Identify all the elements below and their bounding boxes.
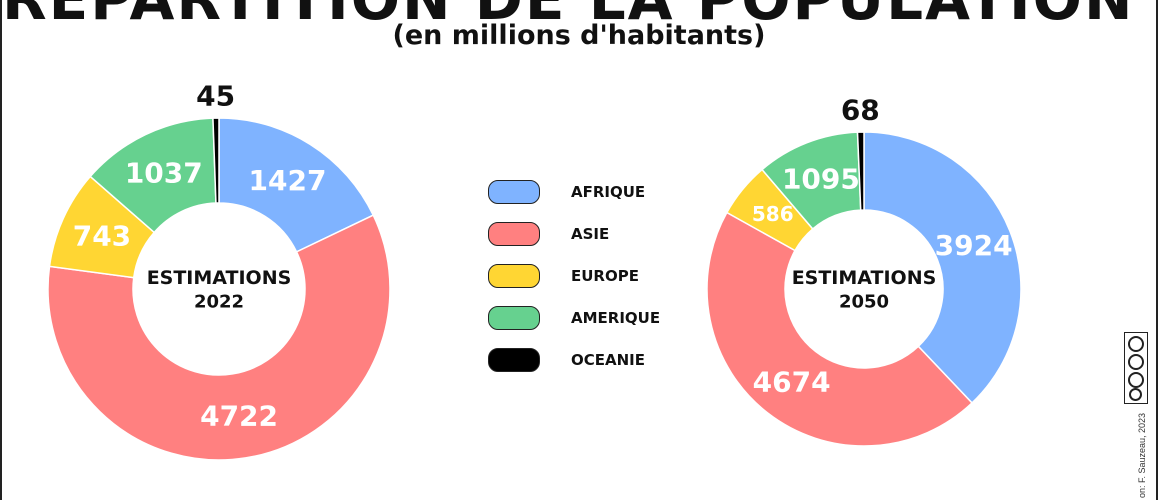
center-label-line-1: ESTIMATIONS	[147, 267, 292, 289]
legend: AFRIQUE ASIE EUROPE AMERIQUE OCEANIE	[488, 180, 678, 390]
cc-icon	[1128, 336, 1144, 352]
legend-swatch-amerique	[488, 306, 540, 330]
credit-text: on: F. Sauzeau, 2023	[1137, 412, 1147, 498]
sa-icon	[1129, 388, 1142, 401]
value-label-europe: 743	[73, 219, 131, 252]
value-label-asie: 4722	[200, 399, 278, 432]
page-subtitle: (en millions d'habitants)	[392, 20, 766, 51]
slice-afrique	[863, 131, 1022, 404]
nc-icon	[1128, 372, 1144, 388]
center-label-line-2: 2050	[839, 292, 889, 313]
legend-swatch-asie	[488, 222, 540, 246]
slice-asie	[706, 211, 974, 447]
legend-item-oceanie: OCEANIE	[488, 348, 678, 390]
legend-swatch-afrique	[488, 180, 540, 204]
legend-swatch-oceanie	[488, 348, 540, 372]
slice-afrique	[218, 117, 375, 253]
by-icon	[1128, 354, 1144, 370]
value-label-amerique: 1037	[125, 156, 203, 189]
value-label-amerique: 1095	[782, 163, 860, 196]
slice-oceanie	[856, 131, 865, 211]
legend-label-asie: ASIE	[571, 225, 610, 243]
legend-label-europe: EUROPE	[571, 267, 639, 285]
legend-label-amerique: AMERIQUE	[571, 309, 661, 327]
creative-commons-license-icon	[1124, 332, 1148, 404]
value-label-oceanie: 45	[196, 80, 235, 113]
legend-item-asie: ASIE	[488, 222, 678, 264]
value-label-europe: 586	[752, 202, 794, 226]
legend-swatch-europe	[488, 264, 540, 288]
value-label-afrique: 3924	[935, 229, 1013, 262]
legend-item-afrique: AFRIQUE	[488, 180, 678, 222]
value-label-asie: 4674	[753, 366, 831, 399]
slice-asie	[47, 214, 391, 461]
legend-item-europe: EUROPE	[488, 264, 678, 306]
value-label-oceanie: 68	[841, 94, 880, 127]
value-label-afrique: 1427	[249, 164, 327, 197]
legend-item-amerique: AMERIQUE	[488, 306, 678, 348]
page-title: RÉPARTITION DE LA POPULATION MONDIALE	[2, 0, 1156, 28]
legend-label-oceanie: OCEANIE	[571, 351, 645, 369]
slice-oceanie	[212, 117, 220, 204]
center-label-line-2: 2022	[194, 292, 244, 313]
legend-label-afrique: AFRIQUE	[571, 183, 646, 201]
center-label-line-1: ESTIMATIONS	[792, 267, 937, 289]
